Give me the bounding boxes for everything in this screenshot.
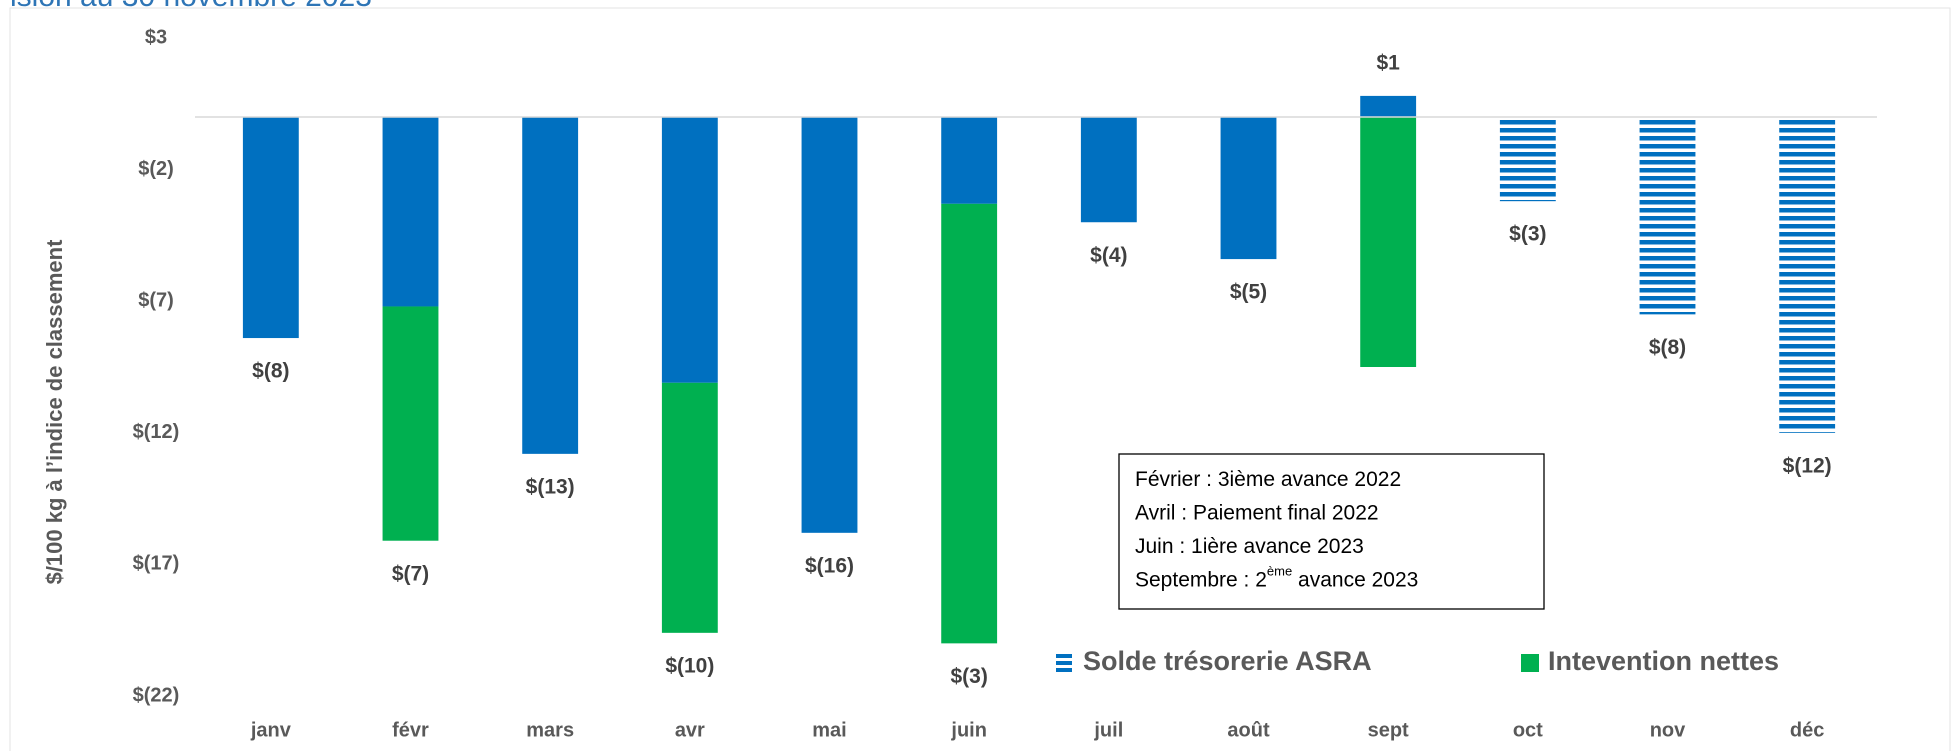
annotation-text: Septembre : 2 [1135, 568, 1267, 591]
data-label: $(10) [665, 654, 714, 677]
data-label: $(7) [392, 562, 429, 585]
chart-border [9, 7, 1951, 751]
data-label: $(12) [1783, 454, 1832, 477]
y-tick-label: $(7) [138, 289, 174, 311]
bar-segment [661, 382, 718, 633]
x-tick-label: juin [950, 719, 987, 741]
x-tick-label: sept [1368, 719, 1409, 741]
data-label: $(8) [1649, 336, 1686, 359]
annotation-sup: ème [1267, 564, 1292, 579]
data-label: $(4) [1090, 244, 1127, 267]
y-tick-label: $(17) [133, 553, 180, 575]
bar-segment [941, 116, 998, 204]
legend-marker [1056, 668, 1072, 672]
annotation-text: Juin : 1ière avance 2023 [1135, 535, 1364, 558]
data-label: $(13) [526, 475, 575, 498]
x-tick-label: janv [250, 719, 292, 741]
bar-segment [1499, 116, 1556, 202]
data-label: $1 [1376, 51, 1400, 74]
bar-segment [382, 116, 439, 307]
y-tick-label: $(2) [138, 158, 174, 180]
chart-title: ision au 30 novembre 2023 [10, 0, 372, 13]
legend-marker [1056, 654, 1072, 658]
bar-segment [1220, 116, 1277, 260]
y-tick-label: $3 [145, 26, 167, 48]
bar-segment [1779, 116, 1836, 433]
annotation-text: Février : 3ième avance 2022 [1135, 468, 1401, 491]
annotation-line: Février : 3ième avance 2022 [1135, 468, 1401, 491]
annotation-line: Avril : Paiement final 2022 [1135, 501, 1379, 524]
bar-segment [941, 203, 998, 644]
data-label: $(8) [252, 360, 289, 383]
bar-segment [242, 116, 299, 339]
x-tick-label: déc [1790, 719, 1824, 741]
y-tick-label: $(22) [133, 684, 180, 706]
bar-segment [661, 116, 718, 383]
x-tick-label: mai [812, 719, 846, 741]
bar-segment [382, 306, 439, 541]
data-label: $(5) [1230, 281, 1267, 304]
x-tick-label: nov [1650, 719, 1686, 741]
x-tick-label: mars [526, 719, 574, 741]
x-tick-label: juil [1093, 719, 1123, 741]
legend-label: Solde trésorerie ASRA [1083, 646, 1372, 676]
data-label: $(16) [805, 554, 854, 577]
bar-segment [1360, 116, 1417, 368]
bar-segment [522, 116, 579, 454]
bar-segment [1360, 95, 1417, 117]
bar-segment [1080, 116, 1137, 223]
data-label: $(3) [1509, 223, 1546, 246]
bar-segment [1639, 116, 1696, 315]
x-tick-label: août [1227, 719, 1270, 741]
annotation-line: Septembre : 2ème avance 2023 [1135, 564, 1418, 591]
annotation-box [1118, 453, 1545, 610]
x-tick-label: oct [1513, 719, 1543, 741]
legend-label: Intevention nettes [1548, 646, 1779, 676]
legend-marker [1521, 654, 1539, 672]
legend-marker [1056, 661, 1072, 665]
annotation-text: Avril : Paiement final 2022 [1135, 501, 1379, 524]
annotation-line: Juin : 1ière avance 2023 [1135, 535, 1364, 558]
y-axis-label: $/100 kg à l’indice de classement [42, 239, 67, 585]
annotation-text: avance 2023 [1292, 568, 1418, 591]
x-tick-label: févr [392, 719, 429, 741]
x-tick-label: avr [675, 719, 705, 741]
bar-segment [801, 116, 858, 533]
data-label: $(3) [950, 665, 987, 688]
y-tick-label: $(12) [133, 421, 180, 443]
